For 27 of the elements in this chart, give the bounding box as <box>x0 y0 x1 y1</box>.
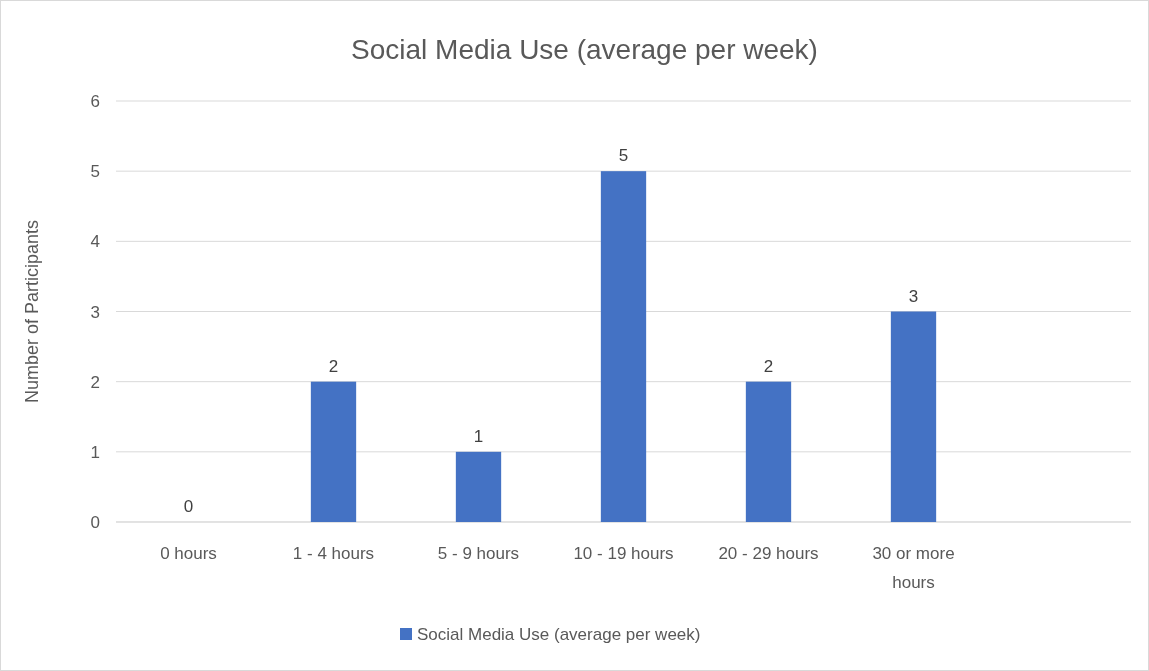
y-tick-label: 2 <box>90 372 100 392</box>
bar <box>310 381 357 522</box>
data-label: 5 <box>618 146 629 166</box>
bar <box>600 171 647 522</box>
x-tick-label: 0 hours <box>160 544 217 563</box>
y-axis-title: Number of Participants <box>22 219 42 404</box>
legend-label: Social Media Use (average per week) <box>417 625 701 644</box>
data-label: 1 <box>473 426 484 446</box>
x-tick-label: 30 or more hours <box>872 544 955 592</box>
x-tick-label: 5 - 9 hours <box>437 544 520 563</box>
data-label: 2 <box>763 356 774 376</box>
y-tick-label: 4 <box>90 232 100 252</box>
bar <box>745 381 792 522</box>
chart-title: Social Media Use (average per week) <box>351 34 818 65</box>
y-tick-label: 1 <box>90 442 100 462</box>
x-tick-label: 10 - 19 hours <box>573 544 674 563</box>
data-label: 3 <box>908 286 919 306</box>
y-tick-label: 0 <box>90 513 100 532</box>
x-tick-label: 20 - 29 hours <box>718 544 819 563</box>
x-tick-label: 1 - 4 hours <box>292 544 375 563</box>
bar <box>890 311 937 522</box>
data-label: 0 <box>183 497 194 516</box>
y-tick-label: 3 <box>90 302 100 322</box>
data-label: 2 <box>328 356 339 376</box>
y-tick-label: 5 <box>90 162 100 182</box>
y-tick-label: 6 <box>90 92 100 111</box>
bar <box>455 451 502 522</box>
